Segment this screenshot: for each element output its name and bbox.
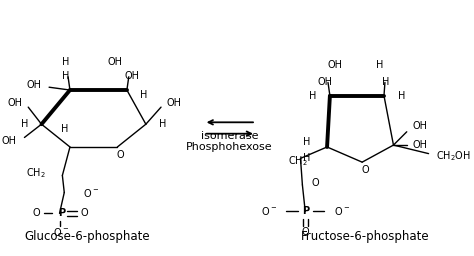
- Text: CH$_2$OH: CH$_2$OH: [436, 150, 471, 163]
- Text: OH: OH: [27, 80, 42, 90]
- Text: P: P: [301, 207, 309, 217]
- Text: H: H: [21, 119, 28, 129]
- Text: OH: OH: [318, 77, 333, 87]
- Text: O: O: [81, 208, 88, 218]
- Text: O$^-$: O$^-$: [261, 206, 277, 218]
- Text: Glucose-6-phosphate: Glucose-6-phosphate: [24, 230, 150, 243]
- Text: CH$_2$: CH$_2$: [288, 154, 308, 168]
- Text: H: H: [382, 77, 390, 87]
- Text: OH: OH: [124, 71, 139, 81]
- Text: H: H: [302, 153, 310, 163]
- Text: OH: OH: [167, 98, 182, 108]
- Text: O: O: [33, 208, 41, 218]
- Text: O$^-$: O$^-$: [83, 187, 100, 198]
- Text: O$^-$: O$^-$: [334, 206, 350, 218]
- Text: H: H: [140, 90, 147, 100]
- Text: H: H: [309, 91, 317, 101]
- Text: isomerase: isomerase: [201, 131, 258, 141]
- Text: O$^-$: O$^-$: [54, 226, 70, 238]
- Text: Phosphohexose: Phosphohexose: [186, 142, 273, 152]
- Text: H: H: [398, 91, 406, 101]
- Text: H: H: [62, 57, 69, 67]
- Text: OH: OH: [412, 140, 428, 150]
- Text: OH: OH: [412, 121, 428, 131]
- Text: H: H: [302, 137, 310, 147]
- Text: OH: OH: [8, 98, 23, 108]
- Text: OH: OH: [2, 136, 17, 146]
- Text: CH$_2$: CH$_2$: [26, 167, 46, 180]
- Text: P: P: [58, 208, 65, 218]
- Text: O: O: [312, 178, 319, 188]
- Text: O: O: [361, 165, 369, 175]
- Text: H: H: [375, 60, 383, 70]
- Text: H: H: [62, 71, 69, 81]
- Text: H: H: [159, 119, 166, 129]
- Text: O: O: [301, 227, 309, 237]
- Text: OH: OH: [108, 57, 123, 67]
- Text: H: H: [61, 124, 68, 134]
- Text: OH: OH: [327, 60, 342, 70]
- Text: Fructose-6-phosphate: Fructose-6-phosphate: [301, 230, 429, 243]
- Text: O: O: [117, 150, 124, 159]
